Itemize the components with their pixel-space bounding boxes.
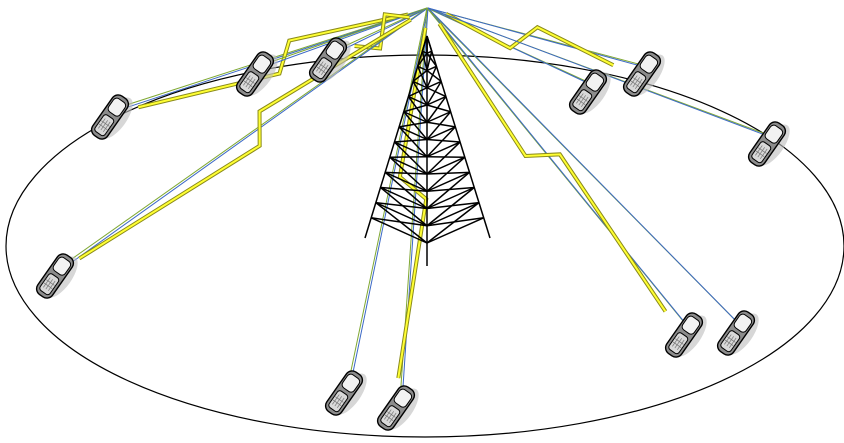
tower-brace [426, 80, 442, 89]
tower-brace [394, 138, 428, 143]
signal-bolt [445, 12, 614, 67]
tower-brace [426, 126, 456, 141]
mobile-phone [566, 64, 618, 122]
mobile-phone [33, 248, 85, 306]
tower-brace [403, 111, 428, 140]
tower-brace [385, 171, 428, 175]
tower-brace [408, 95, 428, 106]
mobile-phone [620, 46, 672, 104]
tower-brace [426, 156, 466, 175]
tower-brace [398, 121, 428, 128]
tower-brace [380, 186, 428, 227]
tower-brace [426, 186, 475, 210]
mobile-phone [662, 307, 714, 365]
mobile-phone [322, 365, 374, 423]
tower-brace [408, 87, 428, 98]
tower-brace [426, 104, 451, 113]
tower-brace [426, 141, 461, 175]
tower-brace [421, 35, 428, 52]
tower-brace [426, 95, 447, 106]
link-line [427, 7, 649, 69]
tower-brace [426, 141, 461, 158]
tower-brace [398, 126, 428, 158]
tower-brace [426, 201, 480, 227]
tower-brace [426, 217, 485, 244]
mobile-phone [374, 380, 426, 438]
tower-brace [426, 171, 470, 192]
links [58, 7, 774, 403]
tower-brace [412, 80, 428, 89]
tower-brace [375, 201, 428, 227]
tower-brace [417, 66, 428, 89]
tower-brace [426, 171, 470, 175]
tower-brace [412, 69, 428, 83]
tower-brace [426, 50, 433, 71]
tower-brace [426, 111, 451, 123]
tower-brace [375, 201, 428, 210]
tower-brace [426, 65, 437, 72]
tower-brace [384, 171, 428, 210]
tower-brace [426, 96, 447, 123]
tower-brace [426, 201, 480, 210]
coverage-area [5, 54, 844, 438]
link-line [347, 7, 428, 386]
tower-leg [426, 35, 491, 239]
tower-brace [426, 87, 447, 98]
tower-brace [384, 171, 428, 192]
tower-brace [398, 126, 428, 141]
tower-brace [426, 186, 475, 192]
tower-leg [364, 35, 428, 239]
link-line [60, 7, 429, 271]
signal-bolt [438, 23, 667, 312]
tower-brace [426, 156, 466, 192]
tower-brace [393, 141, 428, 175]
tower-brace [417, 52, 428, 67]
tower-brace [426, 186, 475, 227]
tower-brace [380, 186, 428, 210]
tower-brace [407, 96, 428, 123]
tower-brace [426, 65, 438, 89]
tower [364, 35, 491, 266]
mobile-phone [745, 116, 797, 174]
link-line [349, 7, 429, 388]
tower-brace [426, 138, 461, 143]
tower-brace [403, 111, 428, 123]
tower-brace [426, 52, 438, 67]
tower-brace [426, 69, 442, 83]
tower-brace [417, 65, 428, 72]
tower-brace [371, 217, 428, 227]
tower-brace [426, 171, 471, 210]
tower-brace [426, 35, 433, 52]
link-line [427, 7, 743, 328]
tower-brace [389, 156, 428, 175]
tower-brace [426, 217, 484, 227]
tower-brace [389, 156, 428, 192]
mobile-phone [88, 89, 140, 147]
tower-brace [426, 121, 456, 128]
tower-brace [403, 104, 428, 113]
tower-brace [380, 186, 428, 192]
mobile-phone [714, 305, 766, 363]
mobile-phone [306, 32, 358, 90]
tower-brace [426, 111, 452, 140]
tower-brace [394, 141, 428, 158]
tower-brace [412, 81, 428, 106]
tower-brace [426, 81, 442, 106]
tower-brace [370, 217, 428, 244]
signal-bolt-outline [445, 12, 615, 67]
tower-brace [426, 126, 456, 158]
tower-brace [421, 50, 428, 71]
link-line [427, 7, 691, 330]
link-line [58, 7, 428, 269]
